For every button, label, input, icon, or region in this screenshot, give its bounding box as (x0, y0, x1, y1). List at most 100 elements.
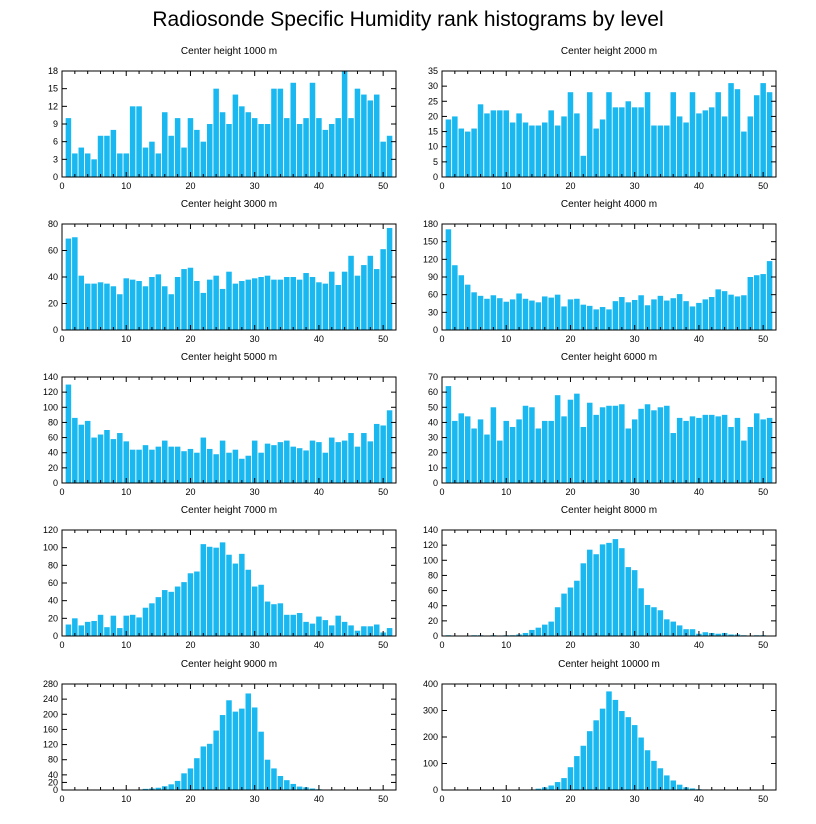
histogram-bar (213, 88, 219, 177)
histogram-bar (721, 116, 728, 177)
histogram-bar (554, 782, 561, 790)
y-tick-label: 9 (53, 119, 58, 129)
histogram-bar (213, 547, 219, 636)
histogram-bar (631, 419, 638, 483)
histogram-bar (277, 442, 284, 483)
histogram-bar (753, 413, 760, 483)
histogram-bar (373, 94, 380, 177)
histogram-bar (644, 305, 651, 330)
histogram-bar (348, 625, 354, 636)
y-tick-label: 150 (423, 237, 438, 247)
y-tick-label: 40 (48, 770, 58, 780)
histogram-bar (264, 759, 271, 790)
y-tick-label: 0 (433, 172, 438, 182)
histogram-bar (117, 153, 123, 177)
histogram-bar (181, 582, 187, 636)
histogram-bar (445, 229, 452, 330)
chart-panel: Center height 9000 m0 10 20 30 40 50020408012… (43, 659, 397, 804)
histogram-bar (200, 746, 207, 790)
histogram-bar (129, 279, 136, 330)
histogram-bar (574, 580, 580, 636)
histogram-bar (219, 112, 226, 177)
y-tick-label: 100 (423, 759, 438, 769)
histogram-bar (239, 280, 245, 330)
histogram-bar (497, 298, 503, 330)
y-tick-label: 60 (48, 433, 58, 443)
x-tick-label: 0 (439, 181, 444, 191)
histogram-bar (84, 283, 91, 331)
histogram-bar (709, 107, 715, 177)
histogram-bar (232, 711, 239, 790)
panel-title: Center height 4000 m (561, 199, 657, 210)
histogram-bar (258, 452, 264, 483)
histogram-bar (142, 445, 149, 483)
histogram-bar (734, 89, 741, 177)
histogram-bar (149, 141, 155, 177)
histogram-bar (766, 261, 773, 330)
histogram-bar (612, 539, 619, 636)
x-tick-label: 40 (694, 181, 704, 191)
histogram-bar (91, 159, 97, 177)
histogram-bar (651, 125, 657, 177)
x-tick-label: 30 (250, 181, 260, 191)
histogram-bar (245, 279, 252, 330)
histogram-bar (91, 437, 97, 483)
y-tick-label: 25 (428, 96, 438, 106)
histogram-bar (542, 624, 548, 636)
histogram-bar (136, 617, 142, 636)
histogram-bar (580, 563, 587, 636)
histogram-bar (316, 118, 322, 177)
x-tick-label: 0 (59, 334, 64, 344)
histogram-bar (309, 788, 316, 790)
histogram-bar (84, 621, 91, 636)
histogram-bar (354, 88, 361, 177)
histogram-bar (676, 625, 683, 636)
histogram-bar (136, 106, 142, 177)
histogram-bar (657, 407, 664, 483)
histogram-bar (296, 613, 303, 636)
y-tick-label: 300 (423, 706, 438, 716)
histogram-bar (741, 131, 747, 177)
y-tick-label: 20 (48, 463, 58, 473)
histogram-bar (728, 426, 734, 483)
histogram-bar (251, 118, 258, 177)
histogram-bar (561, 778, 567, 790)
x-tick-label: 10 (501, 640, 511, 650)
histogram-bar (84, 153, 91, 177)
histogram-bar (696, 417, 702, 483)
histogram-bar (606, 92, 612, 177)
histogram-bar (187, 768, 194, 790)
histogram-bar (226, 124, 232, 177)
histogram-bar (554, 125, 561, 177)
panel-title: Center height 10000 m (558, 659, 660, 670)
histogram-bar (271, 604, 277, 636)
y-tick-label: 20 (428, 616, 438, 626)
histogram-bar (503, 420, 509, 483)
histogram-bar (561, 116, 567, 177)
histogram-bar (676, 294, 683, 330)
histogram-bar (567, 399, 574, 483)
histogram-bar (670, 92, 676, 177)
histogram-bar (322, 283, 329, 331)
y-tick-label: 20 (428, 448, 438, 458)
histogram-bar (104, 135, 110, 177)
histogram-bar (464, 416, 471, 483)
panel-title: Center height 6000 m (561, 352, 657, 363)
y-tick-label: 80 (48, 219, 58, 229)
x-tick-label: 50 (758, 640, 768, 650)
histogram-bar (162, 286, 168, 330)
x-tick-label: 50 (758, 794, 768, 804)
histogram-bar (747, 426, 754, 483)
histogram-bar (206, 743, 213, 790)
x-tick-label: 10 (501, 487, 511, 497)
y-tick-label: 80 (48, 755, 58, 765)
histogram-bar (625, 101, 632, 177)
histogram-bar (535, 788, 542, 790)
panel-title: Center height 1000 m (181, 46, 277, 57)
histogram-bar (155, 446, 162, 483)
y-tick-label: 40 (48, 272, 58, 282)
x-tick-label: 40 (694, 334, 704, 344)
histogram-bar (219, 440, 226, 483)
y-tick-label: 180 (423, 219, 438, 229)
